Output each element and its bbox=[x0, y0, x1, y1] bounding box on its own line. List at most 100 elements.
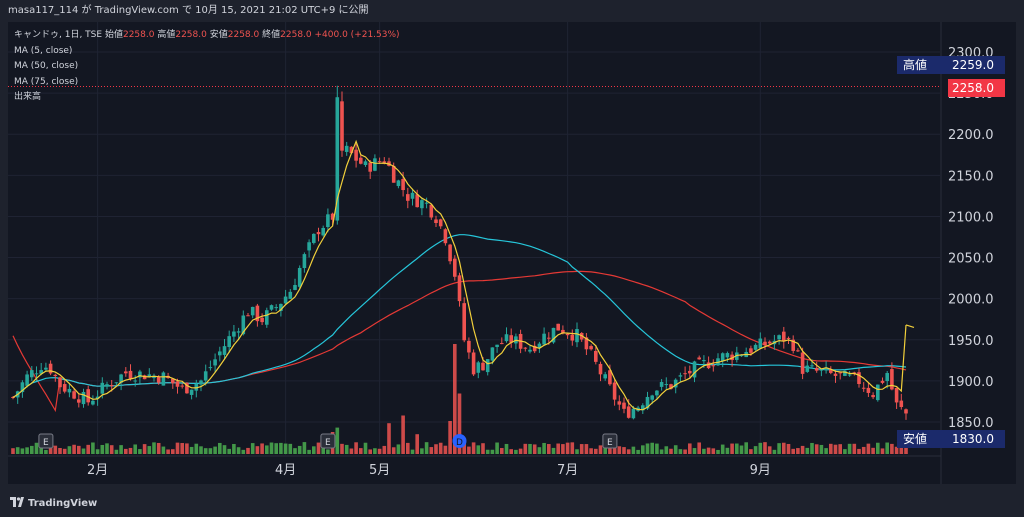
volume-bar bbox=[236, 447, 241, 454]
volume-bar bbox=[156, 442, 161, 454]
volume-bar bbox=[424, 442, 429, 454]
candle-body bbox=[175, 381, 180, 387]
candle-body bbox=[340, 101, 344, 151]
candle-body bbox=[504, 334, 509, 342]
legend-volume[interactable]: 出来高 bbox=[14, 92, 42, 102]
low-tag-label: 安値 bbox=[903, 432, 928, 446]
candle-body bbox=[208, 367, 213, 369]
candle-body bbox=[67, 388, 72, 393]
candle-body bbox=[34, 373, 39, 375]
candle-body bbox=[861, 387, 866, 389]
tradingview-logo[interactable]: TradingView bbox=[10, 497, 97, 509]
volume-bar bbox=[805, 447, 810, 454]
volume-bar bbox=[514, 449, 518, 454]
volume-bar bbox=[547, 444, 551, 454]
volume-bar bbox=[340, 443, 344, 454]
volume-bar bbox=[415, 434, 419, 454]
volume-bar bbox=[598, 445, 603, 454]
tradingview-logo-icon bbox=[10, 497, 24, 507]
high-tag-label: 高値 bbox=[903, 58, 928, 72]
volume-bar bbox=[847, 443, 852, 454]
volume-bar bbox=[420, 448, 424, 454]
candle-body bbox=[429, 204, 434, 218]
candle-body bbox=[683, 373, 687, 375]
volume-bar bbox=[608, 445, 612, 454]
volume-bar bbox=[180, 443, 184, 454]
chart-frame[interactable] bbox=[8, 22, 1016, 484]
volume-bar bbox=[133, 444, 137, 454]
volume-bar bbox=[396, 444, 401, 454]
volume-bar bbox=[810, 442, 814, 454]
volume-bar bbox=[387, 423, 391, 454]
candle-body bbox=[95, 396, 100, 399]
candle-body bbox=[885, 373, 889, 382]
candle-body bbox=[274, 307, 278, 309]
legend-ma75[interactable]: MA (75, close) bbox=[14, 76, 79, 87]
volume-bar bbox=[824, 448, 828, 454]
candle-body bbox=[730, 354, 734, 361]
candle-body bbox=[354, 149, 358, 161]
volume-bar bbox=[307, 449, 311, 454]
volume-bar bbox=[11, 448, 15, 454]
candle-body bbox=[678, 375, 683, 377]
candle-body bbox=[241, 315, 246, 335]
volume-bar bbox=[735, 443, 739, 454]
volume-bar bbox=[401, 415, 405, 454]
candle-body bbox=[349, 146, 354, 154]
earnings-marker-label: E bbox=[43, 438, 49, 448]
candle-body bbox=[453, 258, 457, 277]
volume-bar bbox=[589, 448, 593, 454]
low-price-tag: 安値 1830.0 bbox=[897, 430, 1005, 448]
volume-bar bbox=[241, 449, 246, 454]
volume-bar bbox=[194, 443, 199, 454]
candle-body bbox=[194, 383, 199, 391]
candle-body bbox=[471, 352, 476, 375]
candle-body bbox=[833, 373, 838, 376]
candle-body bbox=[462, 303, 466, 341]
volume-bar bbox=[81, 448, 86, 454]
volume-bar bbox=[20, 448, 25, 454]
ma5-line bbox=[12, 139, 907, 411]
candle-body bbox=[843, 370, 847, 376]
volume-bar bbox=[448, 421, 452, 454]
volume-bar bbox=[866, 443, 871, 454]
candle-body bbox=[420, 200, 424, 209]
ma5-line bbox=[905, 324, 915, 329]
candle-body bbox=[603, 374, 607, 379]
volume-bar bbox=[109, 445, 114, 454]
y-tick-label: 2050.0 bbox=[948, 252, 994, 267]
volume-bar bbox=[659, 449, 664, 454]
volume-bar bbox=[791, 448, 795, 454]
candle-body bbox=[307, 242, 311, 251]
volume-bar bbox=[227, 448, 231, 454]
candle-body bbox=[758, 338, 763, 349]
y-tick-label: 2200.0 bbox=[948, 128, 994, 143]
candle-body bbox=[626, 406, 631, 418]
dividend-marker-label: D bbox=[456, 438, 463, 448]
volume-bar bbox=[561, 444, 565, 454]
candle-body bbox=[876, 384, 880, 401]
legend-ma5[interactable]: MA (5, close) bbox=[14, 45, 73, 56]
volume-bar bbox=[34, 442, 39, 454]
candle-body bbox=[735, 352, 739, 360]
footer-bar bbox=[0, 484, 1024, 517]
volume-bar bbox=[603, 445, 607, 454]
volume-bar bbox=[579, 444, 584, 454]
volume-bar bbox=[288, 443, 293, 454]
volume-bar bbox=[857, 448, 861, 454]
volume-bar bbox=[476, 445, 481, 454]
volume-bar bbox=[349, 448, 354, 454]
earnings-marker-label: E bbox=[325, 438, 331, 448]
candle-body bbox=[377, 161, 382, 163]
volume-bar bbox=[532, 444, 537, 454]
candle-body bbox=[457, 275, 462, 302]
candle-body bbox=[109, 385, 114, 387]
legend-ma50[interactable]: MA (50, close) bbox=[14, 61, 79, 71]
legend-close-label: 終値 bbox=[262, 30, 281, 40]
candle-body bbox=[847, 374, 852, 376]
volume-bar bbox=[25, 447, 29, 454]
candle-body bbox=[749, 348, 753, 353]
chart-legend: キャンドゥ, 1日, TSE 始値2258.0 高値2258.0 安値2258.… bbox=[14, 28, 400, 106]
candle-body bbox=[213, 359, 217, 366]
